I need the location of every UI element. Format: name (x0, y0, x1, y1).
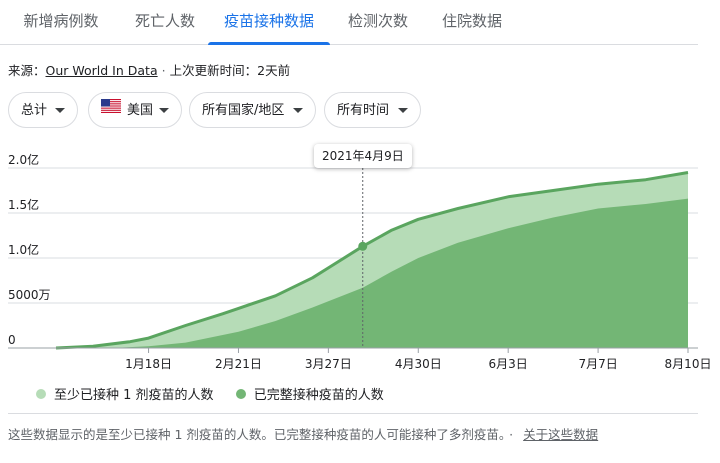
country-dropdown[interactable]: 美国 (88, 92, 182, 128)
divider (8, 413, 698, 414)
caret-down-icon (293, 108, 303, 113)
x-tick-label: 2月21日 (215, 357, 262, 371)
x-tick-label: 6月3日 (489, 357, 528, 371)
y-tick-label: 1.0亿 (8, 242, 39, 257)
tab-new-cases[interactable]: 新增病例数 (23, 12, 99, 30)
source-separator: · (161, 63, 166, 78)
footer-separator: · (509, 427, 514, 442)
metric-dropdown-label: 总计 (21, 103, 48, 118)
metric-dropdown[interactable]: 总计 (8, 92, 78, 128)
series-line-at-least-one (55, 171, 689, 350)
legend-item-fully: 已完整接种疫苗的人数 (235, 384, 384, 403)
time-range-dropdown[interactable]: 所有时间 (324, 92, 421, 128)
source-link[interactable]: Our World In Data (45, 63, 158, 78)
country-dropdown-label: 美国 (127, 103, 154, 118)
y-tick-label: 5000万 (8, 288, 51, 302)
tab-bar: 新增病例数 死亡人数 疫苗接种数据 检测次数 住院数据 (0, 0, 698, 45)
series-area-fully (56, 198, 688, 348)
legend-item-at-least-one: 至少已接种 1 剂疫苗的人数 (36, 384, 214, 403)
region-dropdown-label: 所有国家/地区 (202, 103, 285, 118)
y-tick-label: 0 (8, 333, 16, 347)
caret-down-icon (55, 108, 65, 113)
chart-legend: 至少已接种 1 剂疫苗的人数 已完整接种疫苗的人数 (36, 384, 402, 403)
y-tick-label: 1.5亿 (8, 197, 39, 212)
highlight-point (358, 241, 368, 251)
x-tick-label: 8月10日 (665, 357, 712, 371)
y-tick-label: 2.0亿 (8, 152, 39, 167)
about-data-link[interactable]: 关于这些数据 (523, 427, 599, 442)
last-updated: 上次更新时间：2天前 (169, 63, 291, 78)
caret-down-icon (159, 108, 169, 113)
vaccination-chart[interactable]: 0 5000万 1.0亿 1.5亿 2.0亿 1月18日 2月21日 3月27日 4月30日 6月… (0, 140, 720, 375)
source-prefix: 来源： (8, 63, 46, 78)
x-tick-label: 4月30日 (395, 357, 442, 371)
source-line: 来源：Our World In Data · 上次更新时间：2天前 (8, 60, 290, 79)
caret-down-icon (398, 108, 408, 113)
x-tick-label: 7月7日 (578, 357, 617, 371)
legend-swatch-light (36, 388, 46, 399)
tab-deaths[interactable]: 死亡人数 (134, 12, 195, 30)
tab-vaccinations[interactable]: 疫苗接种数据 (208, 0, 330, 45)
active-tab-indicator (208, 42, 330, 45)
tab-hospitalizations[interactable]: 住院数据 (441, 12, 502, 30)
footer-note: 这些数据显示的是至少已接种 1 剂疫苗的人数。已完整接种疫苗的人可能接种了多剂疫… (8, 424, 598, 443)
footer-note-text: 这些数据显示的是至少已接种 1 剂疫苗的人数。已完整接种疫苗的人可能接种了多剂疫… (8, 427, 506, 442)
legend-label-fully: 已完整接种疫苗的人数 (253, 388, 384, 403)
time-range-dropdown-label: 所有时间 (337, 103, 390, 118)
region-dropdown[interactable]: 所有国家/地区 (189, 92, 316, 128)
x-tick-label: 1月18日 (125, 357, 172, 371)
us-flag-icon (101, 92, 121, 128)
legend-label-at-least-one: 至少已接种 1 剂疫苗的人数 (54, 388, 214, 403)
tab-tests[interactable]: 检测次数 (347, 12, 408, 30)
hover-date-tooltip: 2021年4月9日 (314, 144, 412, 168)
legend-swatch-dark (235, 388, 246, 399)
tab-vaccinations-label: 疫苗接种数据 (223, 12, 314, 30)
x-tick-label: 3月27日 (305, 357, 352, 371)
